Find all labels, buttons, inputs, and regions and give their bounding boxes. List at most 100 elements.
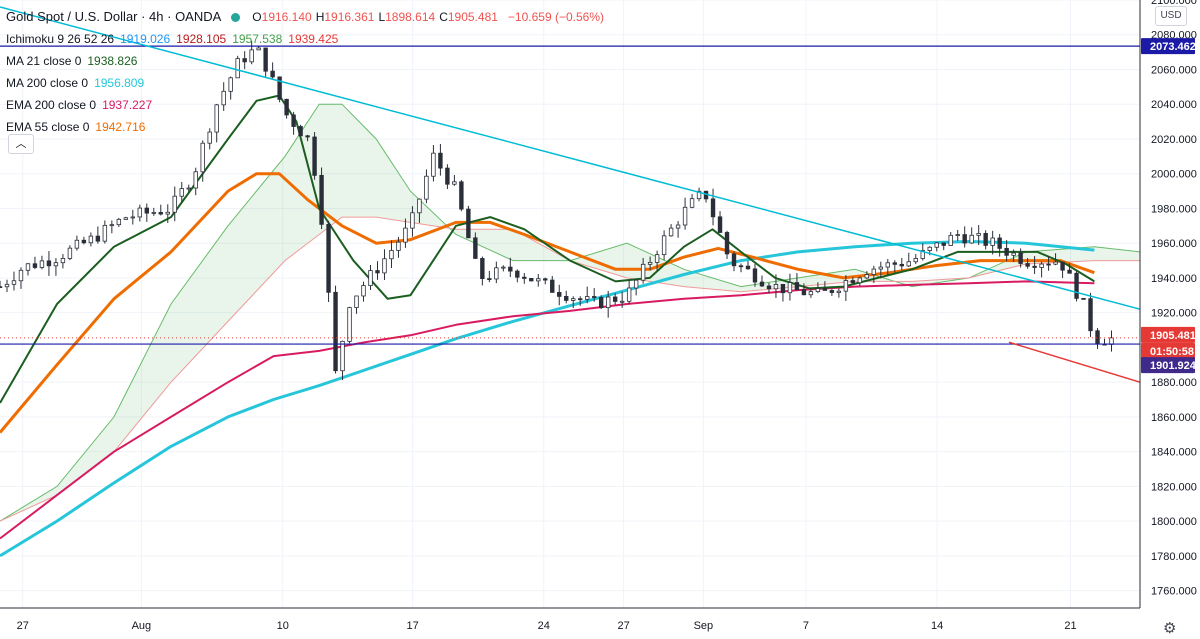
candle-body xyxy=(808,291,814,296)
level-label-bottom-bg xyxy=(1141,357,1195,374)
candle-body xyxy=(605,296,611,309)
candle-body xyxy=(508,266,513,272)
price-tick-label: 1760.000 xyxy=(1151,586,1197,598)
candle-body xyxy=(878,266,884,270)
change-value: −10.659 (−0.56%) xyxy=(507,10,604,24)
candle-body xyxy=(263,47,268,72)
price-tick-label: 1920.000 xyxy=(1151,308,1197,320)
candle-body xyxy=(74,239,80,249)
candle-body xyxy=(815,288,821,293)
candle-body xyxy=(277,76,282,100)
candle-body xyxy=(759,281,765,287)
price-tick-label: 2060.000 xyxy=(1151,64,1197,76)
candle-body xyxy=(1011,252,1016,256)
candle-body xyxy=(626,287,632,302)
candle-body xyxy=(130,216,136,219)
grid xyxy=(0,0,1140,608)
price-tick-label: 1940.000 xyxy=(1151,273,1197,285)
candle-body xyxy=(885,262,891,268)
candle-body xyxy=(151,212,156,214)
indicator-value: 1928.105 xyxy=(176,32,227,46)
time-axis[interactable]: 27 Aug 10 17 24 27 Sep 7 14 21 xyxy=(0,607,1140,639)
candle-body xyxy=(25,263,31,271)
candle-body xyxy=(445,167,450,185)
candle-body xyxy=(1060,261,1065,271)
candle-body xyxy=(53,262,59,267)
time-tick-label: 27 xyxy=(17,620,29,632)
candle-body xyxy=(871,268,877,275)
indicator-value: 1938.826 xyxy=(87,54,138,68)
trendlines xyxy=(0,6,1141,383)
last-price-label: 1905.481 xyxy=(1150,330,1196,342)
time-tick-label: 21 xyxy=(1064,620,1076,632)
candle-body xyxy=(396,241,401,251)
candle-body xyxy=(829,290,835,293)
symbol-title: Gold Spot / U.S. Dollar · 4h · OANDA xyxy=(6,9,222,24)
candle-body xyxy=(529,278,534,282)
market-status-icon xyxy=(231,12,241,22)
candle-body xyxy=(326,223,331,293)
currency-label[interactable]: USD xyxy=(1155,6,1187,26)
indicator-row[interactable]: MA 200 close 0 1956.809 xyxy=(6,72,604,94)
candle-body xyxy=(543,278,548,281)
time-tick-label: 27 xyxy=(617,620,629,632)
time-tick-label: Sep xyxy=(694,620,714,632)
candle-body xyxy=(515,270,520,278)
price-tick-label: 2040.000 xyxy=(1151,99,1197,111)
ma21-line xyxy=(0,94,1095,404)
candle-body xyxy=(1018,252,1023,264)
candle-body xyxy=(438,152,443,169)
candle-body xyxy=(633,279,639,289)
candle-body xyxy=(836,290,842,293)
candle-body xyxy=(1074,272,1079,299)
candle-body xyxy=(794,282,800,291)
candle-body xyxy=(102,224,108,242)
candle-body xyxy=(647,261,653,265)
candle-body xyxy=(1109,337,1114,345)
candle-body xyxy=(585,296,590,300)
candle-body xyxy=(738,265,744,268)
indicator-row[interactable]: Ichimoku 9 26 52 26 1919.026 1928.105 1957.… xyxy=(6,28,604,50)
candle-body xyxy=(780,284,786,294)
candle-body xyxy=(913,258,918,263)
candle-body xyxy=(536,278,541,282)
ma200-line xyxy=(0,240,1095,558)
candle-body xyxy=(368,270,373,286)
candle-body xyxy=(270,70,275,78)
indicator-row[interactable]: EMA 200 close 0 1937.227 xyxy=(6,94,604,116)
candle-body xyxy=(969,234,974,244)
candle-body xyxy=(990,237,995,246)
candle-body xyxy=(976,232,981,236)
indicator-value: 1956.809 xyxy=(94,76,145,90)
candle-body xyxy=(550,279,555,293)
candle-body xyxy=(95,235,101,242)
candle-body xyxy=(249,49,254,63)
candle-body xyxy=(340,340,345,372)
candle-body xyxy=(235,58,240,79)
candle-body xyxy=(682,206,688,226)
trendline xyxy=(1008,341,1141,383)
indicator-name: EMA 200 close 0 xyxy=(6,98,97,112)
candle-body xyxy=(927,246,932,251)
indicator-row[interactable]: MA 21 close 0 1938.826 xyxy=(6,50,604,72)
candle-body xyxy=(557,292,562,297)
time-tick-label: Aug xyxy=(132,620,152,632)
indicator-name: MA 200 close 0 xyxy=(6,76,89,90)
candle-body xyxy=(466,208,471,239)
price-tick-label: 1820.000 xyxy=(1151,481,1197,493)
candle-body xyxy=(955,234,960,236)
collapse-legend-button[interactable]: ︿ xyxy=(8,134,34,154)
level-label-top-bg xyxy=(1141,38,1195,55)
candle-body xyxy=(501,266,506,269)
price-axis[interactable]: 2100.0002080.0002060.0002040.0002020.000… xyxy=(1139,0,1200,639)
candle-body xyxy=(298,126,303,137)
indicator-row[interactable]: EMA 55 close 0 1942.716 xyxy=(6,116,604,138)
candle-body xyxy=(1025,263,1030,267)
gear-icon[interactable]: ⚙ xyxy=(1163,620,1177,637)
indicator-name: MA 21 close 0 xyxy=(6,54,82,68)
candle-body xyxy=(1081,298,1086,300)
candle-body xyxy=(242,58,247,63)
candle-body xyxy=(137,207,143,218)
candle-body xyxy=(1067,269,1072,274)
